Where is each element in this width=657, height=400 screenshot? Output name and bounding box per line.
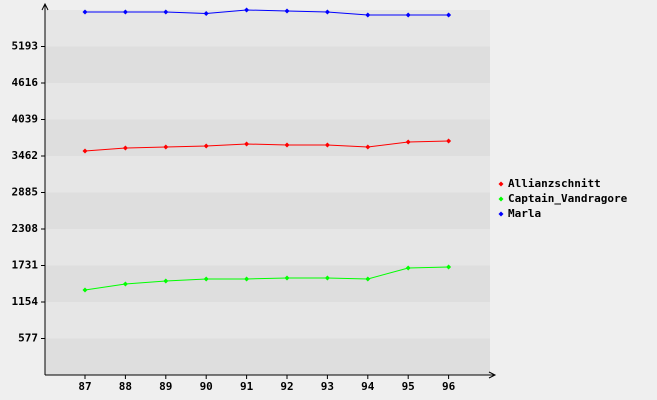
x-tick-label: 94 (361, 380, 375, 393)
y-tick-label: 4616 (12, 76, 39, 89)
y-tick-label: 2885 (12, 186, 39, 199)
y-tick-label: 4039 (12, 113, 39, 126)
x-tick-label: 92 (280, 380, 293, 393)
plot-bands (45, 10, 490, 375)
data-point (203, 10, 209, 16)
data-point (405, 12, 411, 18)
legend-marker (498, 211, 504, 217)
y-tick-label: 1154 (12, 295, 39, 308)
y-tick-label: 577 (18, 332, 38, 345)
data-point (324, 9, 330, 15)
grid-band (45, 192, 490, 229)
data-point (163, 144, 169, 150)
data-point (324, 142, 330, 148)
x-tick-label: 87 (78, 380, 91, 393)
grid-band (45, 229, 490, 266)
legend-label: Allianzschnitt (508, 177, 601, 190)
series-line (84, 266, 449, 291)
x-tick-label: 91 (240, 380, 254, 393)
x-tick-label: 96 (442, 380, 456, 393)
x-tick-label: 90 (200, 380, 213, 393)
series-line (85, 9, 449, 16)
x-axis-arrow (488, 371, 497, 379)
data-point (203, 276, 209, 282)
data-point (324, 275, 330, 281)
x-tick-label: 89 (159, 380, 172, 393)
x-tick-label: 93 (321, 380, 334, 393)
grid-band (45, 302, 490, 339)
legend-marker (498, 181, 504, 187)
grid-band (45, 83, 490, 120)
legend-label: Marla (508, 207, 541, 220)
data-point (163, 278, 169, 284)
y-axis-arrow (41, 2, 49, 11)
data-point (82, 148, 88, 154)
data-point (365, 12, 371, 18)
grid-band (45, 265, 490, 302)
data-point (365, 144, 371, 150)
data-point (122, 145, 128, 151)
data-point (284, 8, 290, 14)
data-point (365, 276, 371, 282)
grid-band (45, 46, 490, 83)
y-tick-label: 3462 (12, 149, 39, 162)
y-tick-label: 2308 (12, 222, 39, 235)
grid-band (45, 119, 490, 156)
data-point (244, 7, 250, 13)
grid-band (45, 10, 490, 47)
data-point (122, 281, 128, 287)
data-point (284, 275, 290, 281)
data-point (284, 142, 290, 148)
legend-label: Captain_Vandragore (508, 192, 628, 205)
data-point (446, 12, 452, 18)
data-point (244, 276, 250, 282)
data-point (163, 9, 169, 15)
data-point (446, 138, 452, 144)
series-line (84, 140, 449, 152)
data-point (244, 141, 250, 147)
legend-marker (498, 196, 504, 202)
plot-layer: 577 1154 1731 2308 2885 3462 4039 4616 5193 87 88 8… (12, 7, 628, 393)
y-tick-label: 5193 (12, 40, 39, 53)
data-point (405, 265, 411, 271)
data-point (82, 287, 88, 293)
x-tick-label: 88 (119, 380, 132, 393)
data-point (203, 143, 209, 149)
grid-band (45, 156, 490, 193)
data-point (122, 9, 128, 15)
data-point (446, 264, 452, 270)
data-point (82, 9, 88, 15)
data-point (405, 139, 411, 145)
x-tick-label: 95 (402, 380, 415, 393)
y-tick-label: 1731 (12, 259, 39, 272)
grid-band (45, 338, 490, 375)
